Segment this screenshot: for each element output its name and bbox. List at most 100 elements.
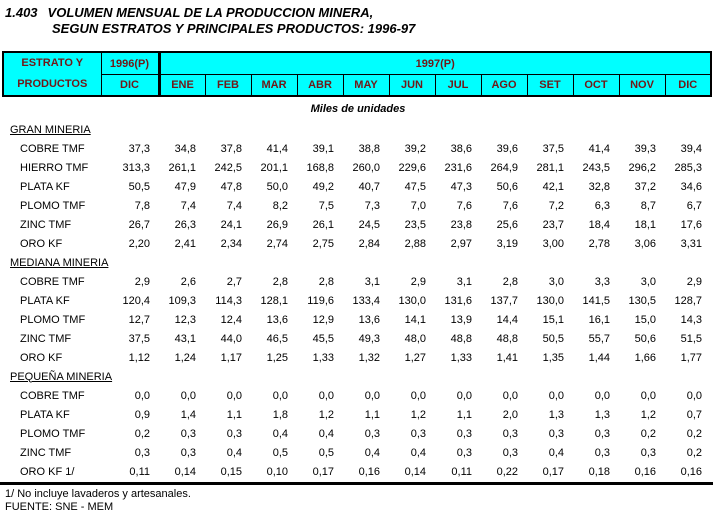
bottom-rule [0,482,713,485]
value-cell: 0,17 [542,465,564,478]
value-cell: 114,3 [215,294,242,307]
product-label: PLOMO TMF [20,313,86,326]
stub-header: ESTRATO Y PRODUCTOS [3,52,102,96]
value-cell: 41,4 [588,142,610,155]
product-label: ZINC TMF [20,446,72,459]
value-cell: 6,7 [686,199,702,212]
value-cell: 141,5 [582,294,610,307]
value-cell: 3,0 [640,275,656,288]
value-cell: 120,4 [122,294,150,307]
value-cell: 37,2 [634,180,656,193]
table-row: PLATA KF 120,4 109,3 114,3 128,1 119,6 133,4 13… [2,291,714,310]
value-cell: 243,5 [582,161,610,174]
value-cell: 47,8 [220,180,242,193]
value-cell: 137,7 [490,294,518,307]
month-header: NOV [618,74,665,96]
value-cell: 3,31 [680,237,702,250]
value-cell: 0,11 [129,465,150,478]
value-cell: 131,6 [444,294,472,307]
value-cell: 17,6 [680,218,702,231]
stub-header-line1: ESTRATO Y [21,57,84,69]
value-cell: 0,0 [272,389,288,402]
table-row: COBRE TMF 37,3 34,8 37,8 41,4 39,1 38,8 39,2 38,… [2,139,714,158]
value-cell: 130,0 [536,294,564,307]
value-cell: 6,3 [594,199,610,212]
value-cell: 2,7 [226,275,242,288]
product-label: PLATA KF [20,294,70,307]
value-cell: 38,8 [358,142,380,155]
value-cell: 2,41 [174,237,196,250]
month-header: ABR [296,74,343,96]
value-cell: 48,8 [450,332,472,345]
value-cell: 242,5 [214,161,242,174]
value-cell: 26,9 [266,218,288,231]
product-label: ZINC TMF [20,218,72,231]
header-row-months: DIC ENE FEB MAR ABR MAY JUN JUL AGO SET OCT NOV DIC [3,74,711,96]
value-cell: 7,3 [364,199,380,212]
value-cell: 37,5 [128,332,150,345]
value-cell: 133,4 [352,294,380,307]
value-cell: 0,0 [594,389,610,402]
value-cell: 1,44 [588,351,610,364]
value-cell: 0,3 [548,427,564,440]
value-cell: 0,18 [588,465,610,478]
value-cell: 1,2 [640,408,656,421]
value-cell: 0,2 [686,446,702,459]
value-cell: 2,8 [502,275,518,288]
product-label: PLOMO TMF [20,427,86,440]
value-cell: 1,2 [318,408,334,421]
value-cell: 229,6 [398,161,426,174]
value-cell: 50,5 [542,332,564,345]
month-header: JUN [388,74,435,96]
section-header-row: PEQUEÑA MINERIA [2,367,714,386]
value-cell: 285,3 [674,161,702,174]
value-cell: 0,3 [456,427,472,440]
value-cell: 109,3 [168,294,196,307]
value-cell: 2,84 [358,237,380,250]
value-cell: 0,3 [640,446,656,459]
value-cell: 39,2 [404,142,426,155]
month-header: MAY [342,74,389,96]
value-cell: 0,0 [502,389,518,402]
value-cell: 0,14 [404,465,426,478]
table-row: ORO KF 2,20 2,41 2,34 2,74 2,75 2,84 2,88 2,97 3,… [2,234,714,253]
value-cell: 7,4 [180,199,196,212]
value-cell: 48,8 [496,332,518,345]
value-cell: 42,1 [542,180,564,193]
value-cell: 23,8 [450,218,472,231]
value-cell: 281,1 [536,161,564,174]
value-cell: 2,75 [312,237,334,250]
table-row: COBRE TMF 0,0 0,0 0,0 0,0 0,0 0,0 0,0 0,0 0,0 0,0 0… [2,386,714,405]
header-row-years: ESTRATO Y PRODUCTOS 1996(P) 1997(P) [3,52,711,96]
value-cell: 3,19 [496,237,518,250]
value-cell: 13,6 [358,313,380,326]
value-cell: 1,12 [128,351,150,364]
month-header: AGO [480,74,527,96]
value-cell: 39,6 [496,142,518,155]
value-cell: 44,0 [220,332,242,345]
value-cell: 0,0 [640,389,656,402]
value-cell: 1,33 [312,351,334,364]
value-cell: 201,1 [260,161,288,174]
value-cell: 39,1 [312,142,334,155]
section-title: PEQUEÑA MINERIA [10,370,113,383]
value-cell: 2,9 [134,275,150,288]
value-cell: 128,1 [260,294,288,307]
month-header: JUL [434,74,481,96]
value-cell: 8,2 [272,199,288,212]
value-cell: 264,9 [490,161,518,174]
product-label: PLOMO TMF [20,199,86,212]
title-text-1: VOLUMEN MENSUAL DE LA PRODUCCION MINERA, [47,5,374,20]
value-cell: 39,3 [634,142,656,155]
data-rows-container: GRAN MINERIA COBRE TMF 37,3 34,8 37,8 41,4 39,… [2,120,714,481]
value-cell: 1,17 [220,351,242,364]
value-cell: 25,6 [496,218,518,231]
table-row: HIERRO TMF 313,3 261,1 242,5 201,1 168,8 260,0… [2,158,714,177]
value-cell: 0,0 [134,389,150,402]
table-row: ZINC TMF 0,3 0,3 0,4 0,5 0,5 0,4 0,4 0,3 0,3 0,4 0,… [2,443,714,462]
value-cell: 0,10 [266,465,288,478]
month-header: DIC [664,74,711,96]
value-cell: 47,5 [404,180,426,193]
footnotes: 1/ No incluye lavaderos y artesanales. F… [5,488,715,514]
month-header: MAR [250,74,297,96]
